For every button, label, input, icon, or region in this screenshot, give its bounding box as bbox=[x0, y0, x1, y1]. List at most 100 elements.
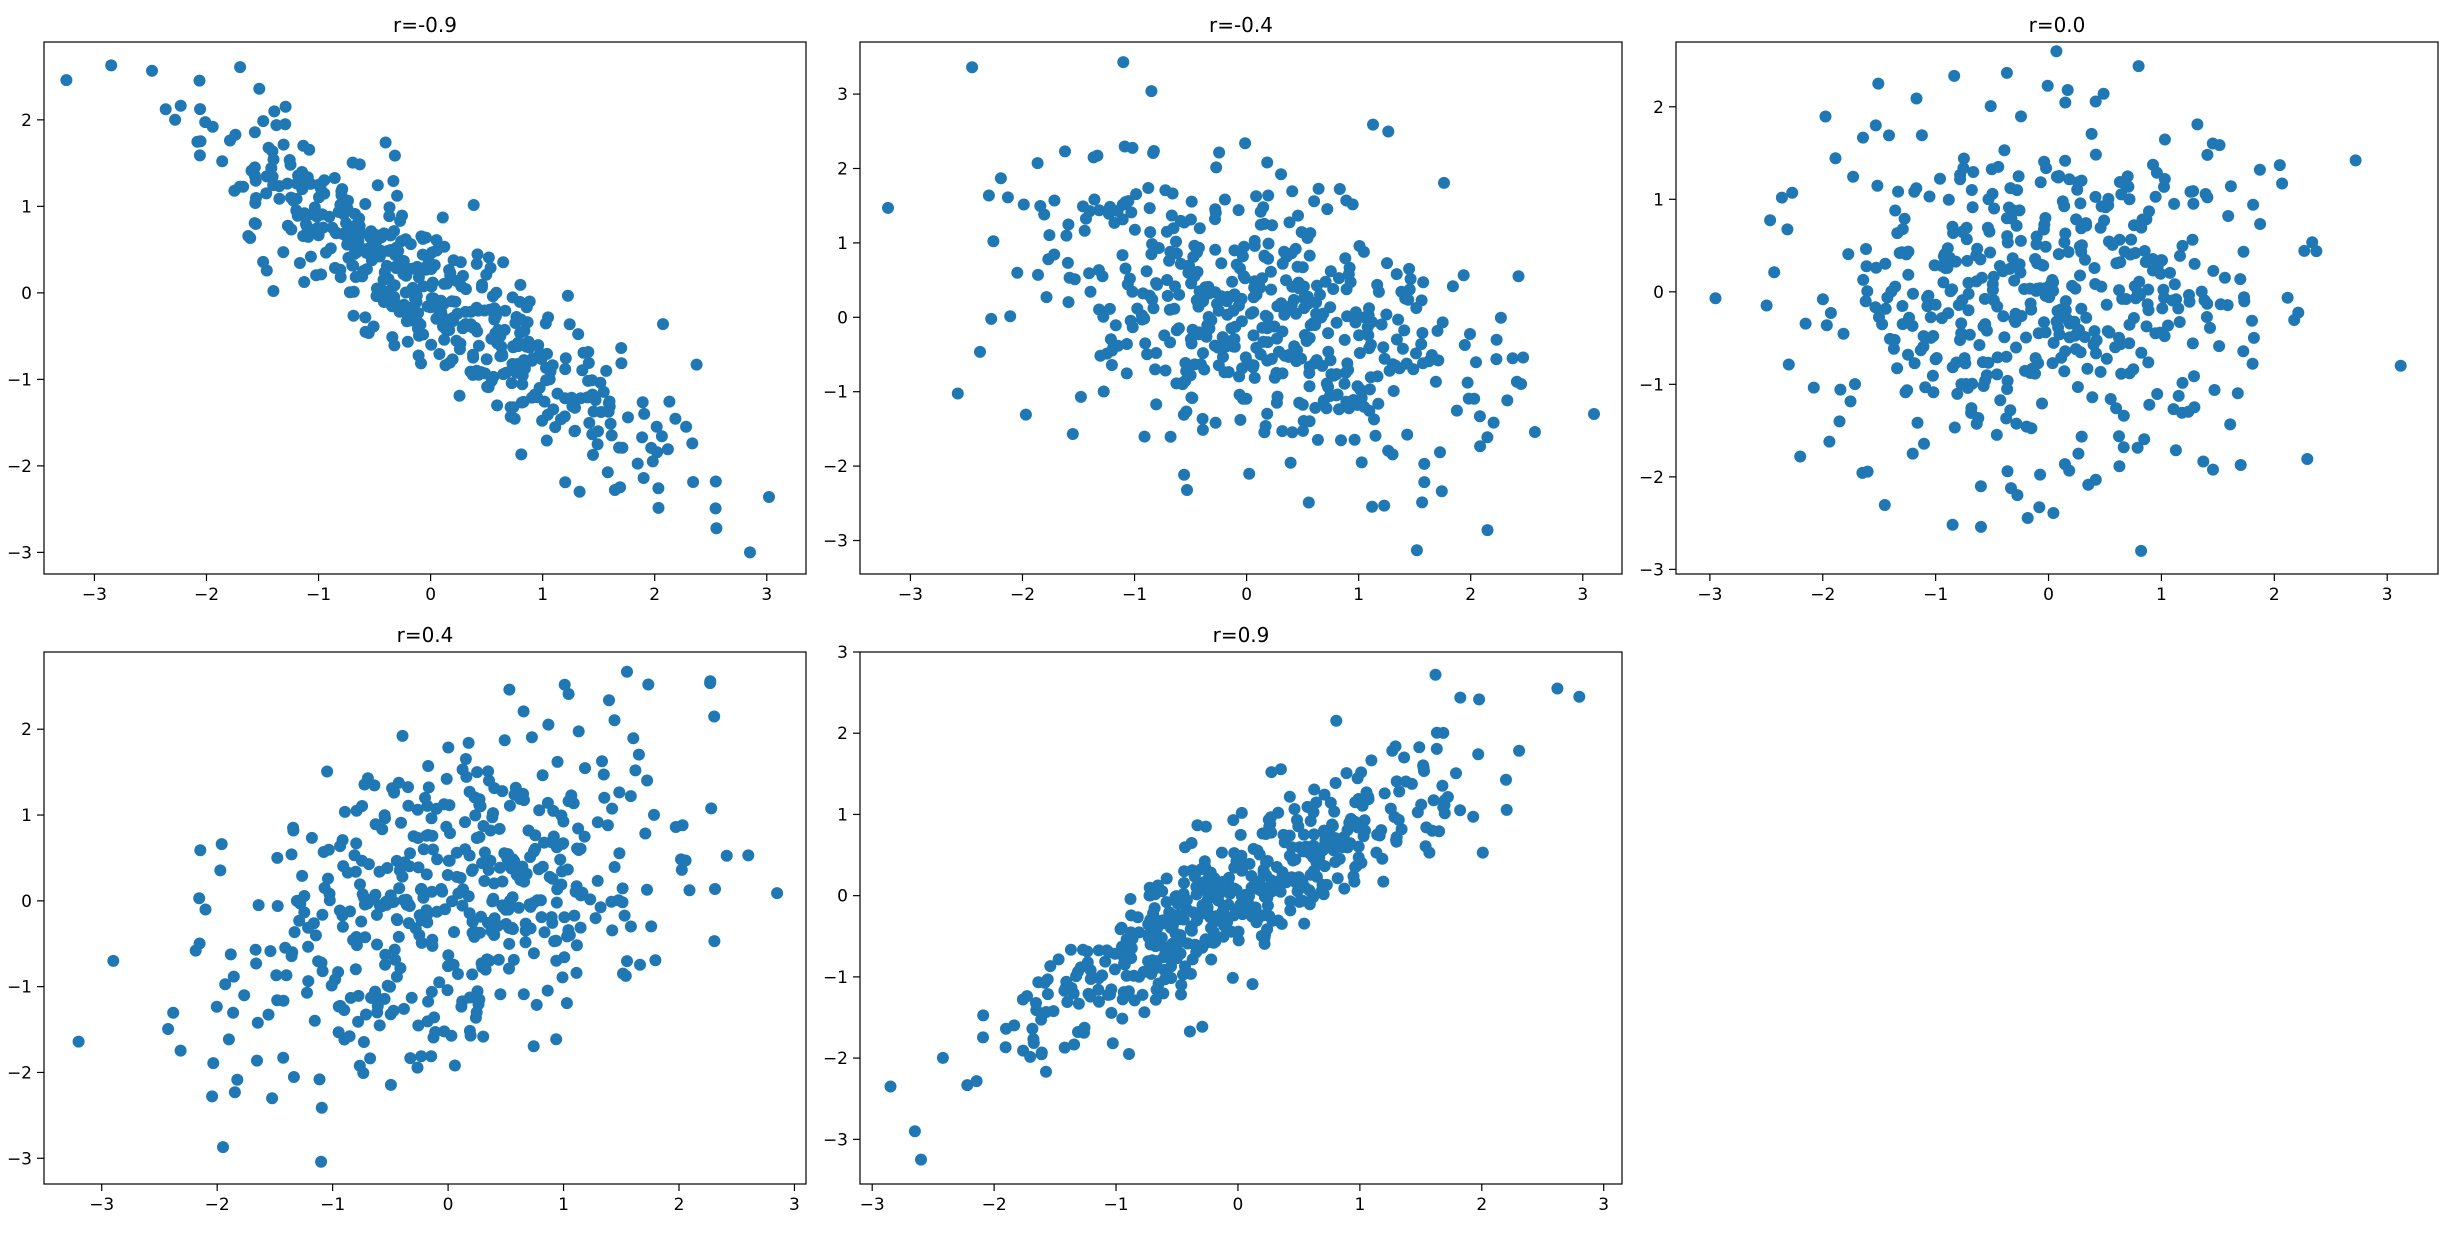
data-point bbox=[227, 970, 240, 983]
data-point bbox=[1481, 524, 1494, 537]
data-point bbox=[1087, 151, 1100, 164]
data-point bbox=[412, 832, 424, 844]
data-point bbox=[1108, 963, 1121, 976]
data-point bbox=[2059, 96, 2072, 109]
data-point bbox=[1260, 869, 1273, 882]
y-tick-label: −3 bbox=[823, 1130, 848, 1150]
data-point bbox=[629, 764, 642, 777]
data-point bbox=[2079, 253, 2091, 266]
data-point bbox=[1303, 380, 1316, 393]
data-point bbox=[425, 985, 438, 998]
data-point bbox=[563, 318, 576, 331]
y-tick-label: −2 bbox=[823, 457, 848, 477]
data-point bbox=[2094, 365, 2107, 378]
data-point bbox=[386, 331, 399, 344]
data-point bbox=[548, 935, 561, 948]
y-tick-label: 1 bbox=[837, 805, 848, 825]
data-point bbox=[302, 230, 315, 243]
data-point bbox=[389, 249, 402, 261]
data-point bbox=[412, 271, 425, 284]
data-point bbox=[231, 1073, 244, 1086]
data-point bbox=[2184, 185, 2197, 198]
data-point bbox=[459, 305, 472, 318]
data-point bbox=[293, 914, 306, 927]
data-point bbox=[2158, 291, 2171, 304]
data-point bbox=[1889, 280, 1902, 293]
data-point bbox=[1457, 269, 1470, 282]
data-point bbox=[384, 1078, 397, 1091]
data-point bbox=[2121, 170, 2134, 183]
data-point bbox=[2020, 420, 2033, 433]
data-point bbox=[1338, 882, 1351, 895]
data-point bbox=[1229, 320, 1242, 333]
data-point bbox=[579, 762, 591, 775]
data-point bbox=[2238, 295, 2251, 308]
data-point bbox=[641, 883, 653, 896]
data-point bbox=[1371, 278, 1384, 291]
data-point bbox=[1481, 431, 1494, 444]
data-point bbox=[2074, 197, 2087, 210]
data-point bbox=[551, 387, 564, 400]
data-point bbox=[1454, 691, 1467, 704]
data-point bbox=[1186, 392, 1199, 404]
data-point bbox=[1141, 348, 1154, 361]
data-point bbox=[1418, 476, 1431, 489]
data-point bbox=[1517, 351, 1530, 364]
data-point bbox=[608, 484, 621, 496]
data-point bbox=[1235, 806, 1248, 819]
data-point bbox=[162, 1023, 175, 1035]
data-point bbox=[1030, 1004, 1043, 1017]
data-point bbox=[371, 179, 384, 192]
data-point bbox=[2204, 321, 2216, 334]
data-point bbox=[1314, 288, 1326, 301]
data-point bbox=[1390, 268, 1403, 281]
data-point bbox=[472, 339, 485, 352]
data-point bbox=[704, 675, 717, 688]
data-point bbox=[1384, 802, 1397, 815]
data-point bbox=[1378, 499, 1391, 512]
data-point bbox=[966, 61, 979, 74]
data-point bbox=[1907, 287, 1919, 300]
subplot-r-0-9: −3 −2 −1 0 1 2 3 −3 −2 −1 0 1 2 3 r=0.9 bbox=[823, 623, 1623, 1215]
data-point bbox=[915, 1153, 927, 1166]
data-point bbox=[1434, 446, 1446, 459]
data-point bbox=[2140, 320, 2153, 333]
data-point bbox=[1201, 901, 1214, 914]
y-tick-label: −2 bbox=[7, 457, 32, 477]
data-point bbox=[415, 1050, 428, 1063]
y-tick-label: 2 bbox=[21, 720, 32, 740]
data-point bbox=[301, 220, 314, 233]
data-point bbox=[2224, 418, 2237, 431]
data-point bbox=[961, 1079, 974, 1092]
data-point bbox=[562, 688, 575, 700]
data-point bbox=[1934, 172, 1946, 185]
y-tick-label: 0 bbox=[837, 887, 848, 907]
data-point bbox=[2164, 266, 2176, 279]
data-point bbox=[467, 348, 479, 361]
data-point bbox=[425, 280, 438, 293]
scatter-points bbox=[884, 668, 1586, 1166]
data-point bbox=[1902, 268, 1915, 281]
data-point bbox=[1237, 270, 1250, 283]
x-tick-label: 3 bbox=[1598, 1195, 1609, 1215]
chart-title: r=-0.4 bbox=[1209, 13, 1273, 37]
data-point bbox=[300, 209, 313, 222]
data-point bbox=[387, 175, 400, 187]
data-point bbox=[680, 420, 693, 433]
data-point bbox=[1123, 1048, 1135, 1060]
data-point bbox=[1175, 988, 1187, 1001]
data-point bbox=[464, 1029, 477, 1042]
data-point bbox=[1901, 384, 1914, 397]
x-tick-label: −1 bbox=[306, 585, 331, 605]
data-point bbox=[1250, 916, 1263, 929]
data-point bbox=[1234, 413, 1247, 426]
data-point bbox=[994, 172, 1007, 185]
data-point bbox=[1297, 424, 1309, 437]
data-point bbox=[2128, 219, 2140, 232]
data-point bbox=[495, 340, 508, 353]
data-point bbox=[1366, 500, 1379, 513]
data-point bbox=[308, 1014, 321, 1027]
data-point bbox=[550, 896, 563, 909]
data-point bbox=[569, 424, 581, 437]
data-point bbox=[1951, 387, 1964, 400]
